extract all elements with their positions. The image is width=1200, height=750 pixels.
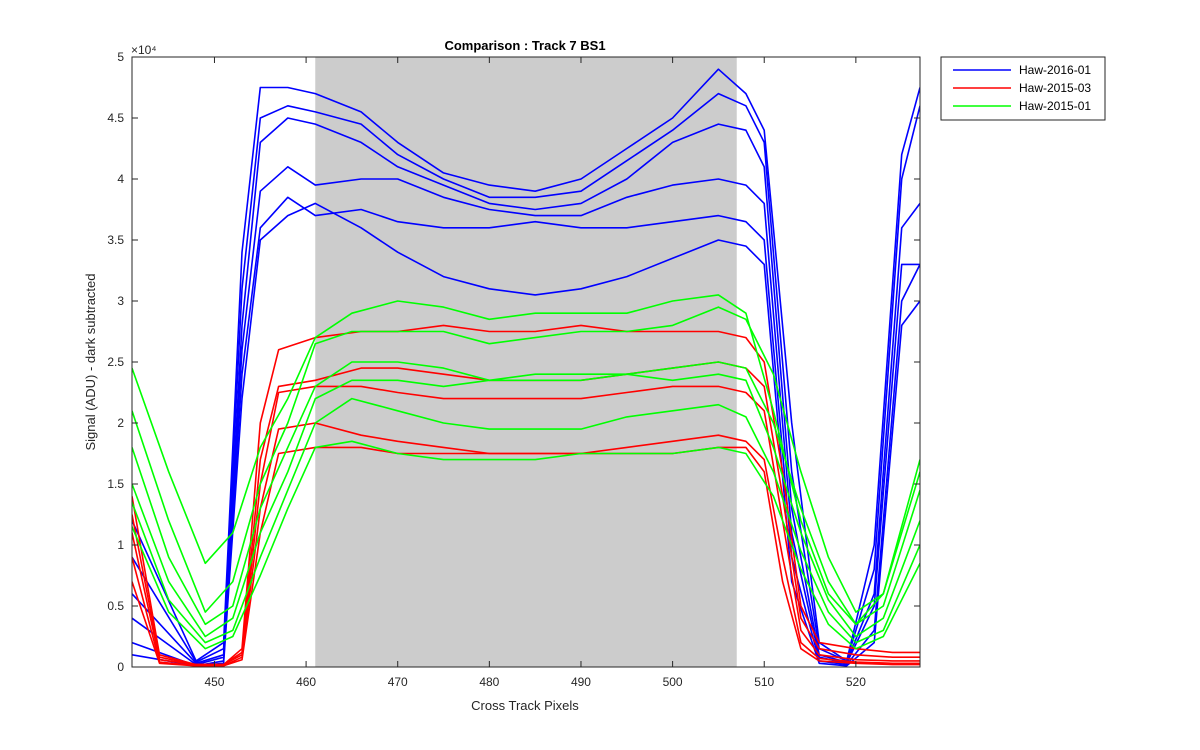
series-line-12	[132, 294, 920, 626]
y-tick-label: 1	[117, 538, 124, 552]
series-line-14	[132, 361, 920, 626]
y-tick-label: 2.5	[107, 355, 124, 369]
x-tick-label: 480	[479, 675, 499, 689]
x-axis: 450 460 470 480 490 500 510 520	[204, 57, 866, 689]
y-axis: 0 0.5 1 1.5 2 2.5 3 3.5 4 4.5 5	[107, 50, 920, 674]
x-tick-label: 450	[204, 675, 224, 689]
y-tick-label: 0.5	[107, 599, 124, 613]
y-axis-label: Signal (ADU) - dark subtracted	[83, 273, 98, 450]
y-tick-label: 3	[117, 294, 124, 308]
series-lines	[132, 68, 920, 667]
legend: Haw-2016-01 Haw-2015-03 Haw-2015-01	[940, 56, 1106, 121]
x-tick-label: 470	[388, 675, 408, 689]
x-tick-label: 510	[754, 675, 774, 689]
y-tick-label: 5	[117, 50, 124, 64]
x-tick-label: 500	[663, 675, 683, 689]
plot-area	[131, 56, 921, 668]
x-tick-label: 520	[846, 675, 866, 689]
x-tick-label: 490	[571, 675, 591, 689]
y-tick-label: 1.5	[107, 477, 124, 491]
series-line-1	[132, 68, 920, 662]
x-axis-label: Cross Track Pixels	[471, 698, 579, 713]
series-line-6	[132, 202, 920, 667]
y-tick-label: 4	[117, 172, 124, 186]
series-line-17	[132, 440, 920, 650]
y-tick-label: 4.5	[107, 111, 124, 125]
legend-label: Haw-2016-01	[1019, 63, 1091, 77]
x-tick-label: 460	[296, 675, 316, 689]
series-line-16	[132, 397, 920, 644]
series-line-13	[132, 306, 920, 613]
legend-label: Haw-2015-01	[1019, 99, 1091, 113]
series-line-2	[132, 92, 920, 663]
series-line-11	[132, 446, 920, 667]
legend-label: Haw-2015-03	[1019, 81, 1091, 95]
y-exponent-label: ×10⁴	[131, 43, 157, 57]
y-tick-label: 0	[117, 660, 124, 674]
y-tick-label: 2	[117, 416, 124, 430]
chart-title: Comparison : Track 7 BS1	[444, 38, 605, 53]
series-line-15	[132, 373, 920, 638]
y-tick-label: 3.5	[107, 233, 124, 247]
